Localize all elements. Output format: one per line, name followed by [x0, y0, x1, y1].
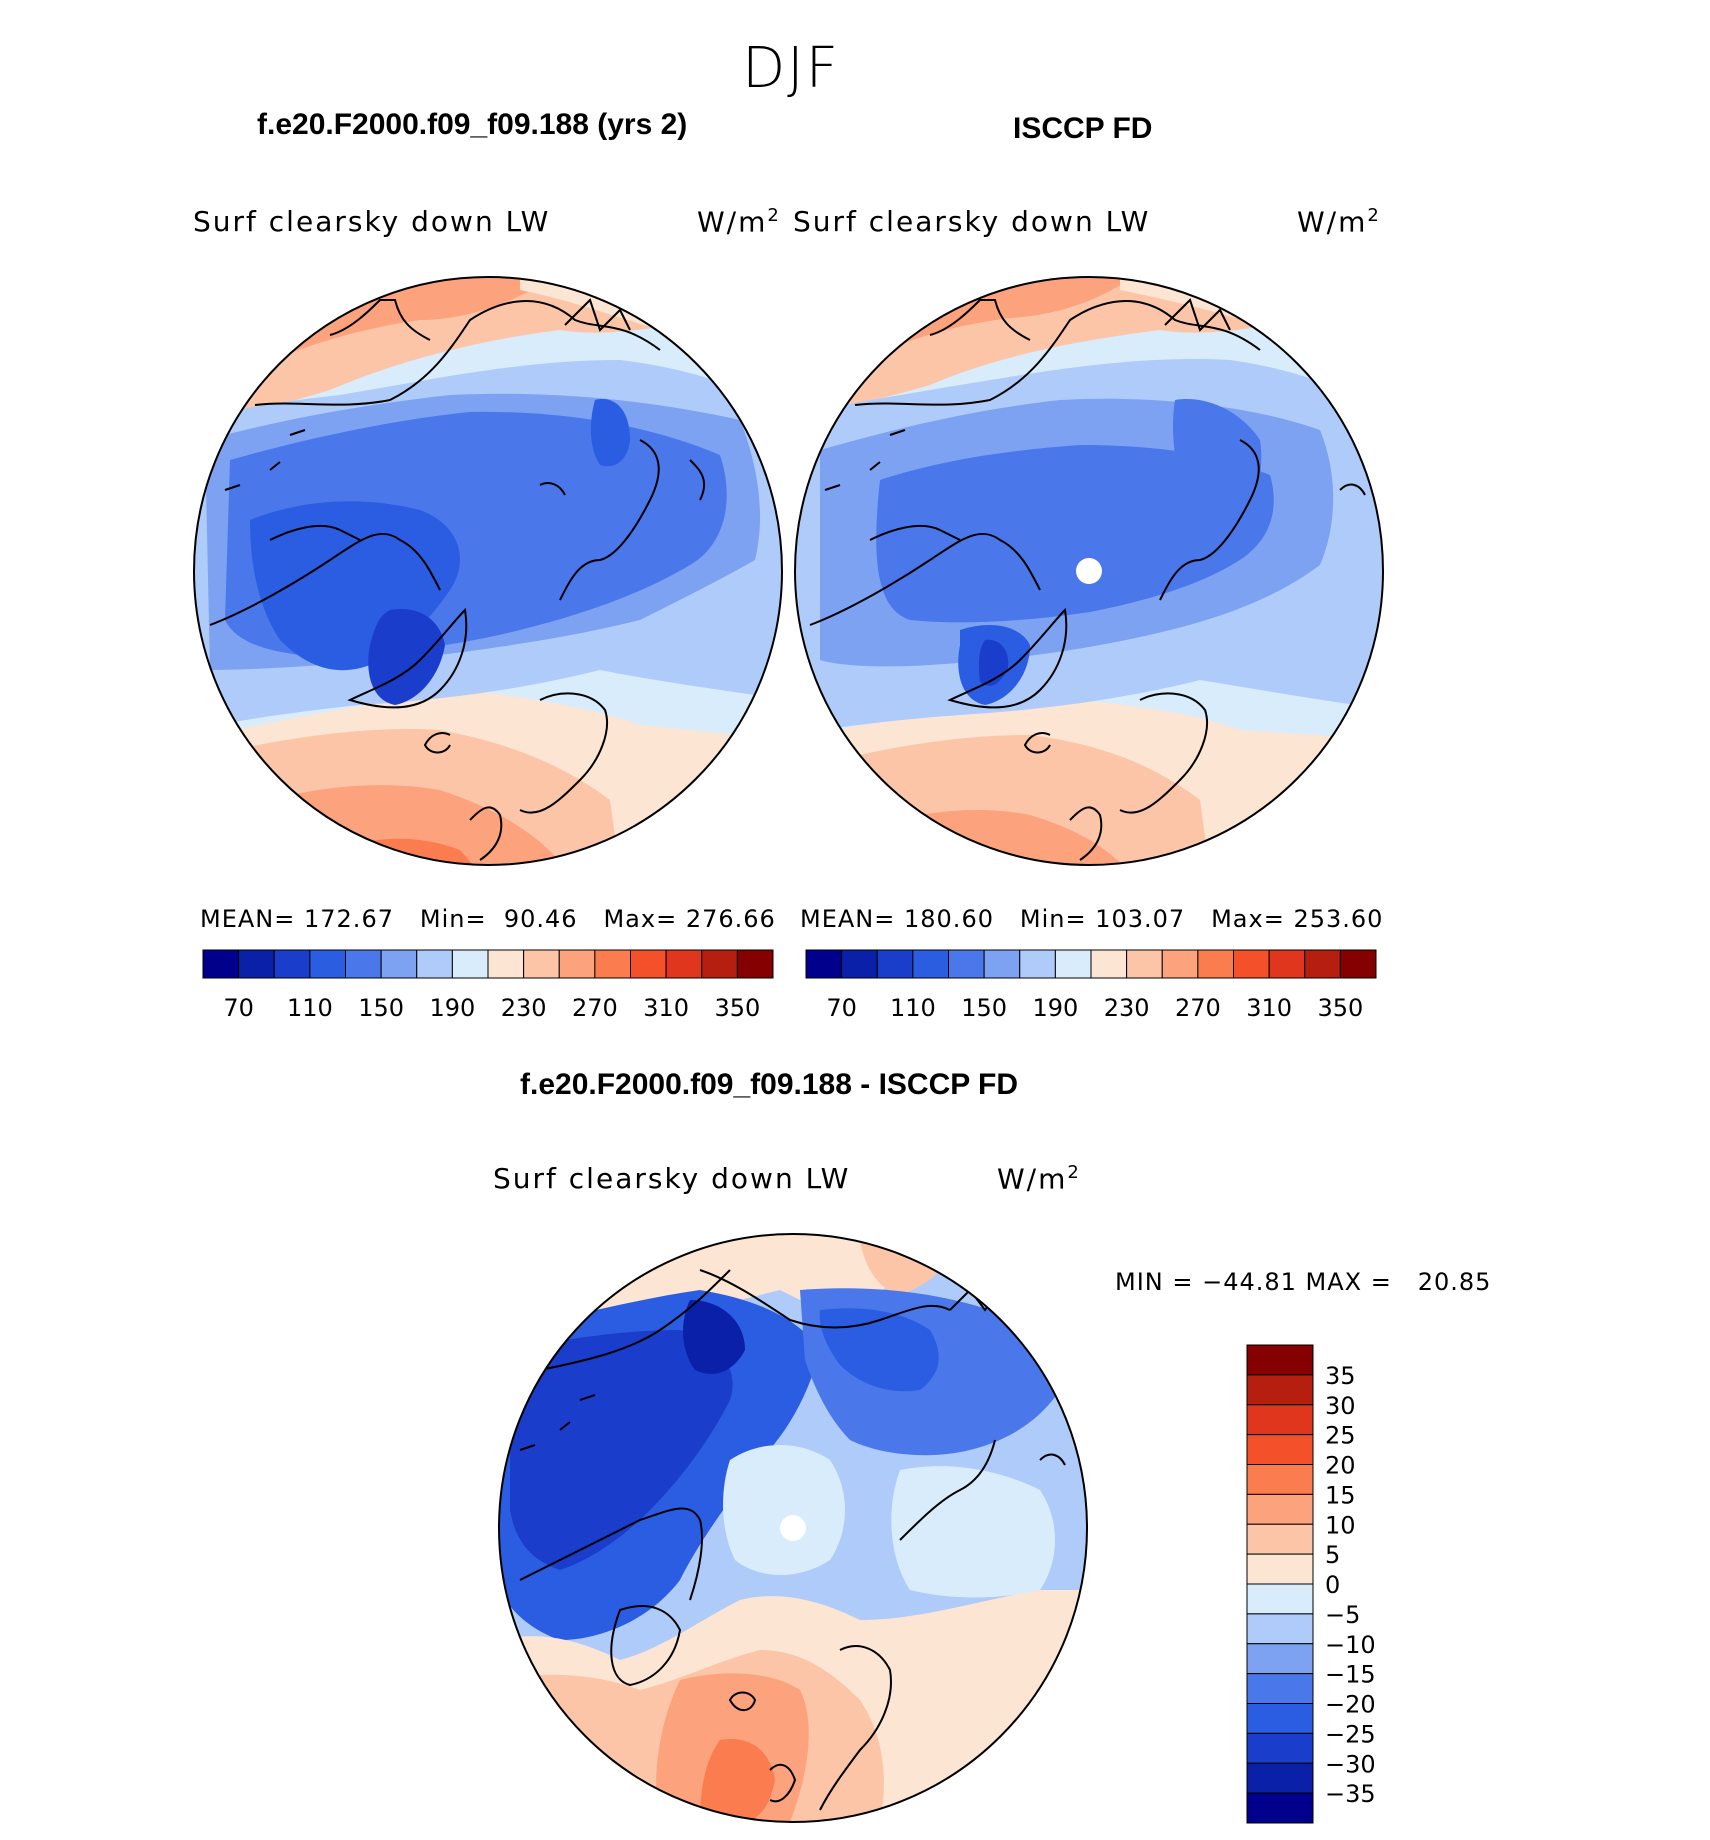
diff-colorbar-swatch: [1246, 1673, 1314, 1704]
diff-colorbar-tick-label: 10: [1325, 1511, 1356, 1539]
diff-variable-label: Surf clearsky down LW: [493, 1162, 851, 1195]
right-map: [794, 276, 1384, 866]
diff-colorbar-tick-label: −35: [1325, 1780, 1376, 1808]
right-colorbar-swatch: [1054, 949, 1092, 979]
left-colorbar-tick-label: 190: [429, 994, 475, 1022]
left-colorbar-tick-label: 350: [714, 994, 760, 1022]
right-colorbar: 70 110 150 190 230 270 310 350: [805, 949, 1377, 1022]
right-colorbar-swatch: [1304, 949, 1341, 979]
right-colorbar-tick-label: 190: [1032, 994, 1078, 1022]
right-colorbar-swatch: [1268, 949, 1306, 979]
diff-colorbar-tick-label: −20: [1325, 1691, 1376, 1719]
diff-colorbar-swatch: [1246, 1613, 1314, 1645]
left-colorbar-swatch: [451, 949, 489, 979]
diff-min-max: MIN = −44.81 MAX = 20.85: [1115, 1268, 1492, 1296]
left-colorbar-tick-label: 150: [358, 994, 404, 1022]
left-colorbar-swatch: [309, 949, 346, 979]
diff-colorbar-tick-label: 20: [1325, 1452, 1356, 1480]
right-stats: MEAN= 180.60 Min= 103.07 Max= 253.60: [800, 905, 1384, 933]
diff-colorbar-tick-label: −15: [1325, 1661, 1376, 1689]
right-colorbar-swatch: [876, 949, 914, 979]
left-colorbar-swatch: [380, 949, 418, 979]
left-colorbar-tick-label: 270: [572, 994, 618, 1022]
diff-colorbar-tick-label: 5: [1325, 1541, 1340, 1569]
left-variable-label: Surf clearsky down LW: [193, 205, 551, 238]
left-colorbar-swatch: [736, 949, 774, 979]
left-colorbar-swatch: [630, 949, 667, 979]
right-units-label: W/m2: [1297, 205, 1381, 239]
left-colorbar-swatch: [345, 949, 382, 979]
right-colorbar-swatch: [1019, 949, 1056, 979]
left-colorbar-swatch: [487, 949, 525, 979]
right-colorbar-swatch: [1126, 949, 1163, 979]
left-colorbar-swatch: [665, 949, 703, 979]
diff-colorbar-swatch: [1246, 1643, 1314, 1675]
diff-colorbar-swatch: [1246, 1553, 1314, 1585]
diff-colorbar-tick-label: 15: [1325, 1481, 1356, 1509]
left-colorbar-tick-label: 70: [223, 994, 254, 1022]
left-colorbar-swatch: [558, 949, 596, 979]
right-colorbar-tick-label: 70: [826, 994, 857, 1022]
diff-colorbar-tick-label: 0: [1325, 1571, 1340, 1599]
diff-colorbar-swatch: [1246, 1434, 1314, 1465]
diff-map: [498, 1233, 1088, 1823]
diff-colorbar-swatch: [1246, 1703, 1314, 1734]
diff-colorbar-swatch: [1246, 1404, 1314, 1436]
diff-colorbar-tick-label: −25: [1325, 1720, 1376, 1748]
diff-colorbar-tick-label: 25: [1325, 1422, 1356, 1450]
diff-colorbar-tick-label: −30: [1325, 1750, 1376, 1778]
diff-colorbar-swatch: [1246, 1762, 1314, 1794]
right-colorbar-swatch: [1090, 949, 1128, 979]
left-colorbar-swatch: [523, 949, 560, 979]
left-stats: MEAN= 172.67 Min= 90.46 Max= 276.66: [200, 905, 776, 933]
diff-colorbar-tick-label: −10: [1325, 1631, 1376, 1659]
right-colorbar-swatch: [1161, 949, 1199, 979]
right-colorbar-tick-label: 230: [1104, 994, 1150, 1022]
diff-colorbar-tick-label: −5: [1325, 1601, 1360, 1629]
right-variable-label: Surf clearsky down LW: [793, 205, 1151, 238]
right-colorbar-tick-label: 150: [961, 994, 1007, 1022]
right-colorbar-swatch: [948, 949, 985, 979]
figure-title: DJF: [742, 36, 840, 101]
right-colorbar-tick-label: 350: [1317, 994, 1363, 1022]
diff-colorbar-swatch: [1246, 1464, 1314, 1495]
left-colorbar-swatch: [202, 949, 240, 979]
diff-colorbar-swatch: [1246, 1374, 1314, 1406]
diff-colorbar-tick-label: 30: [1325, 1392, 1356, 1420]
left-colorbar-tick-label: 310: [643, 994, 689, 1022]
left-panel-title: f.e20.F2000.f09_f09.188 (yrs 2): [257, 108, 688, 141]
right-colorbar-swatch: [912, 949, 949, 979]
left-colorbar-swatch: [416, 949, 453, 979]
right-colorbar-swatch: [841, 949, 878, 979]
right-colorbar-swatch: [1197, 949, 1234, 979]
diff-colorbar-swatch: [1246, 1493, 1314, 1525]
diff-colorbar-swatch: [1246, 1344, 1314, 1376]
diff-panel-title: f.e20.F2000.f09_f09.188 - ISCCP FD: [520, 1068, 1019, 1101]
left-units-label: W/m2: [697, 205, 781, 239]
left-colorbar: 70 110 150 190 230 270 310 350: [202, 949, 774, 1022]
right-colorbar-swatch: [983, 949, 1021, 979]
left-colorbar-tick-label: 110: [287, 994, 333, 1022]
left-colorbar-swatch: [701, 949, 738, 979]
right-colorbar-swatch: [1339, 949, 1377, 979]
right-colorbar-tick-label: 310: [1246, 994, 1292, 1022]
diff-colorbar-tick-label: 35: [1325, 1362, 1356, 1390]
diff-colorbar-swatch: [1246, 1583, 1314, 1615]
right-colorbar-tick-label: 110: [890, 994, 936, 1022]
diff-colorbar-swatch: [1246, 1792, 1314, 1824]
left-colorbar-tick-label: 230: [501, 994, 547, 1022]
right-panel-title: ISCCP FD: [1013, 112, 1153, 145]
left-colorbar-swatch: [273, 949, 311, 979]
left-colorbar-swatch: [594, 949, 631, 979]
left-colorbar-swatch: [238, 949, 275, 979]
diff-colorbar-swatch: [1246, 1732, 1314, 1764]
right-colorbar-swatch: [1233, 949, 1270, 979]
diff-units-label: W/m2: [997, 1162, 1081, 1196]
left-map: [193, 276, 783, 866]
right-colorbar-swatch: [805, 949, 843, 979]
right-colorbar-tick-label: 270: [1175, 994, 1221, 1022]
diff-colorbar-swatch: [1246, 1523, 1314, 1555]
